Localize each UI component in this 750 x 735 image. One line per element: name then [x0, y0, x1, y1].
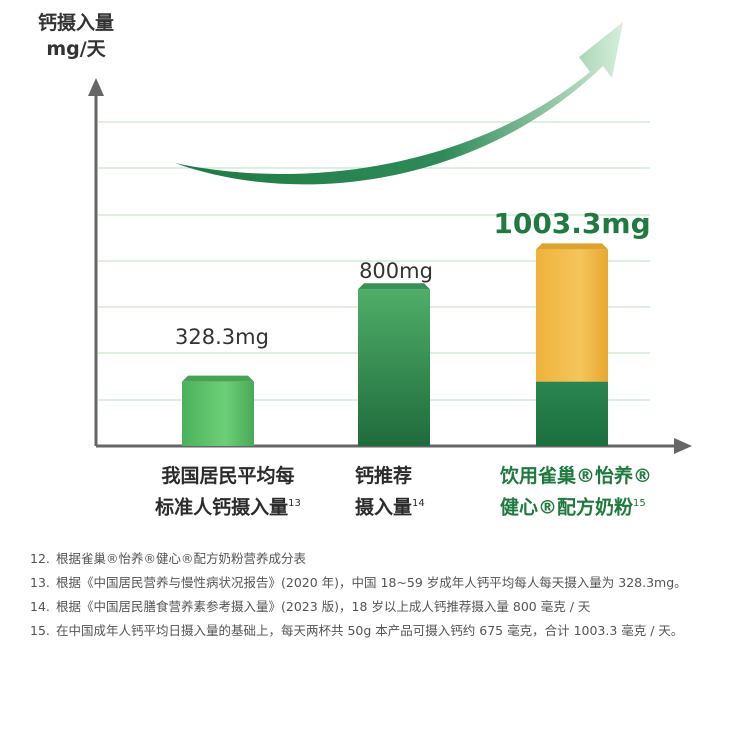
- y-axis-arrowhead: [88, 78, 104, 96]
- footnote-12: 12. 根据雀巢®怡养®健心®配方奶粉营养成分表: [30, 551, 307, 566]
- footnote-13: 13. 根据《中国居民营养与慢性病状况报告》(2020 年)，中国 18~59 岁…: [30, 575, 687, 590]
- category-3-ref: 15: [633, 498, 646, 509]
- category-2-ref: 14: [412, 498, 425, 509]
- category-1-line2: 标准人钙摄入量: [155, 496, 289, 519]
- bar-product-intake: [536, 243, 608, 446]
- category-3-line1: 饮用雀巢®怡养®: [500, 465, 653, 487]
- y-axis-label-line2: mg/天: [46, 38, 106, 60]
- y-axis-label: 钙摄入量 mg/天: [38, 10, 114, 62]
- category-3-line2: 健心®配方奶粉: [500, 496, 634, 519]
- data-label-2: 800mg: [359, 259, 433, 283]
- bar-product-added-segment: [536, 249, 608, 382]
- category-2-line2: 摄入量: [355, 496, 413, 519]
- bar-average-intake: [182, 375, 254, 446]
- category-label-3: 饮用雀巢®怡养® 健心®配方奶粉15: [500, 462, 680, 521]
- bar-recommended-intake: [358, 283, 430, 446]
- x-axis-arrowhead: [674, 438, 692, 454]
- category-label-2: 钙推荐 摄入量14: [355, 462, 465, 521]
- footnote-15: 15. 在中国成年人钙平均日摄入量的基础上，每天两杯共 50g 本产品可摄入钙约 …: [30, 623, 684, 638]
- calcium-bar-chart: 328.3mg 800mg 1003.3mg: [88, 22, 692, 454]
- y-axis-label-line1: 钙摄入量: [38, 12, 115, 34]
- footnote-14: 14. 根据《中国居民膳食营养素参考摄入量》(2023 版)，18 岁以上成人钙推…: [30, 599, 591, 614]
- category-label-1: 我国居民平均每 标准人钙摄入量13: [138, 462, 318, 521]
- bar-product-base-segment: [536, 381, 608, 446]
- data-label-3: 1003.3mg: [493, 207, 650, 240]
- category-1-line1: 我国居民平均每: [161, 465, 295, 487]
- data-label-1: 328.3mg: [175, 325, 269, 349]
- growth-trend-arrow: [175, 22, 623, 185]
- category-1-ref: 13: [288, 498, 301, 509]
- category-2-line1: 钙推荐: [355, 465, 413, 487]
- footnotes: 12. 根据雀巢®怡养®健心®配方奶粉营养成分表 13. 根据《中国居民营养与慢性病…: [30, 547, 730, 643]
